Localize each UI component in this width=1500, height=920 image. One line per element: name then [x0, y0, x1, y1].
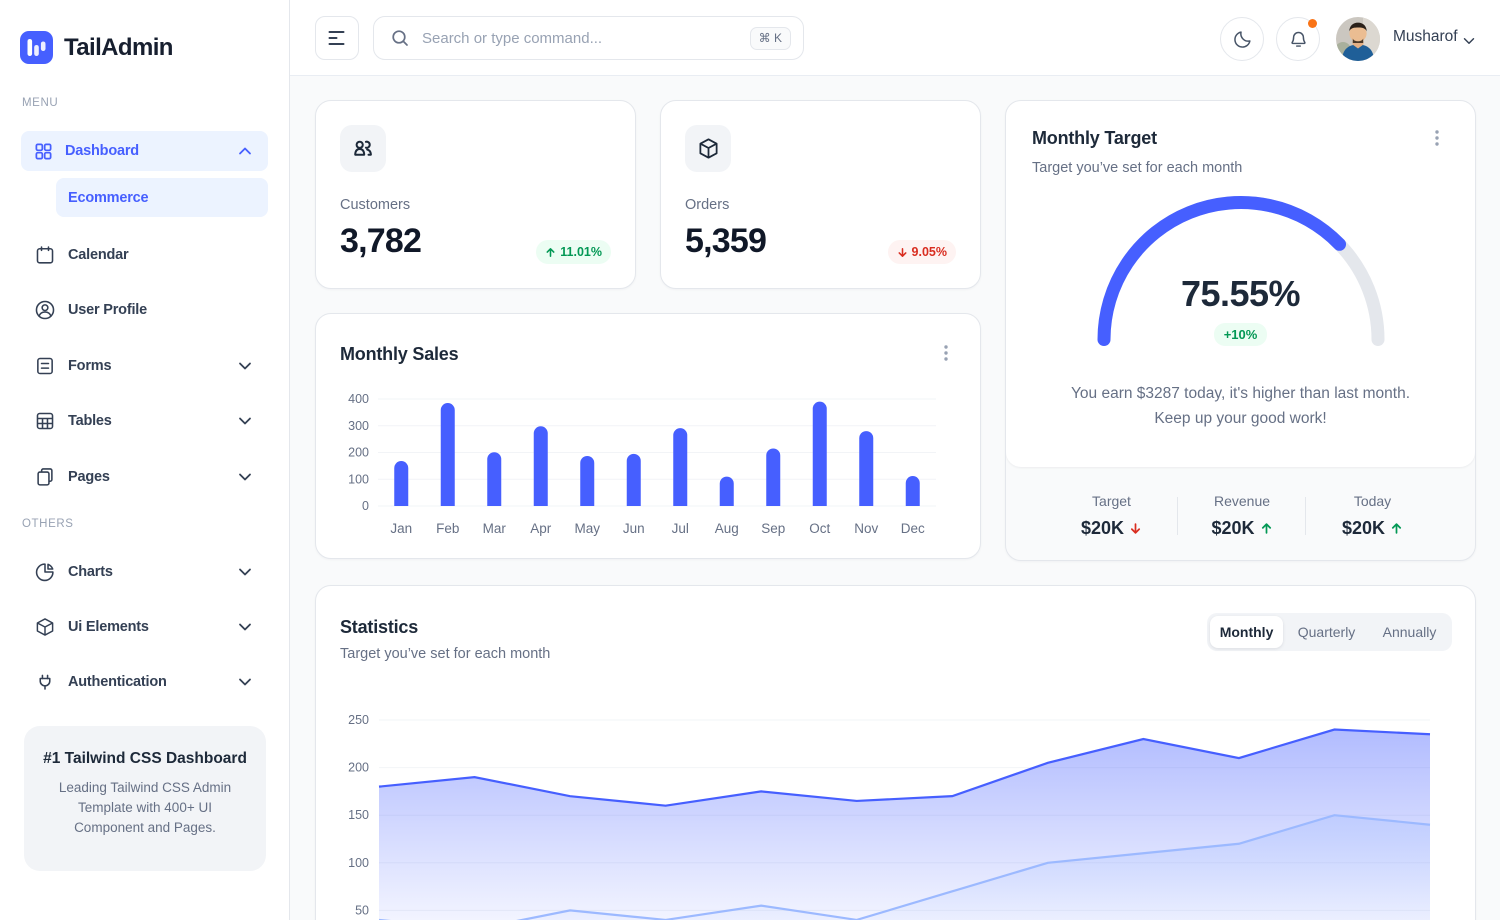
svg-text:May: May — [574, 521, 600, 536]
svg-text:200: 200 — [348, 761, 369, 775]
svg-text:Aug: Aug — [715, 521, 739, 536]
svg-text:300: 300 — [348, 419, 369, 433]
svg-text:Apr: Apr — [530, 521, 552, 536]
svg-text:Mar: Mar — [483, 521, 507, 536]
svg-text:Jul: Jul — [672, 521, 689, 536]
svg-text:Nov: Nov — [854, 521, 878, 536]
svg-text:50: 50 — [355, 903, 369, 917]
svg-text:Sep: Sep — [761, 521, 785, 536]
svg-text:100: 100 — [348, 856, 369, 870]
svg-text:250: 250 — [348, 713, 369, 727]
svg-text:100: 100 — [348, 472, 369, 486]
svg-text:Dec: Dec — [901, 521, 925, 536]
svg-text:Feb: Feb — [436, 521, 459, 536]
svg-text:Jun: Jun — [623, 521, 645, 536]
svg-text:Jan: Jan — [390, 521, 412, 536]
svg-text:400: 400 — [348, 392, 369, 406]
svg-text:0: 0 — [362, 499, 369, 513]
svg-text:200: 200 — [348, 446, 369, 460]
svg-text:Oct: Oct — [809, 521, 830, 536]
svg-text:150: 150 — [348, 808, 369, 822]
